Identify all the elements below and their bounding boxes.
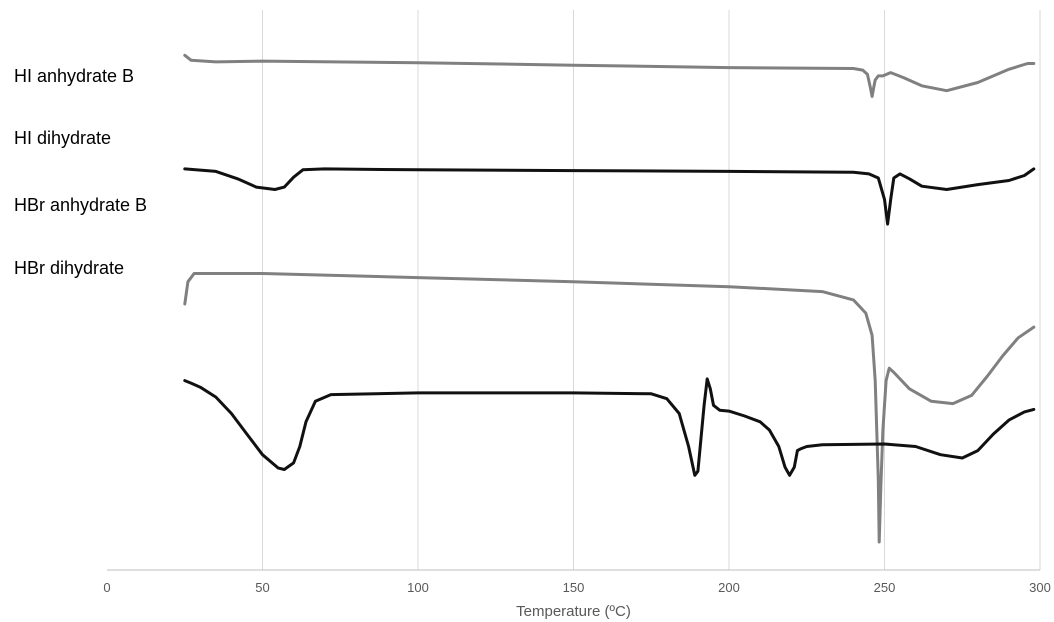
series-line-3 (183, 272, 1036, 544)
x-tick-label: 100 (407, 580, 429, 595)
x-tick-label: 200 (718, 580, 740, 595)
series-labels: HI anhydrate B HI dihydrate HBr anhydrate … (14, 66, 147, 278)
series-line-4 (183, 377, 1036, 477)
gridlines (262, 10, 1041, 570)
series-label-2: HI dihydrate (14, 128, 111, 148)
series-label-1: HI anhydrate B (14, 66, 134, 86)
x-tick-label: 50 (255, 580, 269, 595)
x-tick-labels: 0 50 100 150 200 250 300 (103, 580, 1050, 595)
x-tick-label: 250 (874, 580, 896, 595)
x-tick-label: 300 (1029, 580, 1051, 595)
series-line-1 (183, 53, 1036, 98)
series-lines (183, 53, 1036, 544)
series-label-3: HBr anhydrate B (14, 195, 147, 215)
x-axis-title: Temperature (ºC) (516, 603, 631, 620)
series-line-2 (183, 167, 1036, 226)
series-label-4: HBr dihydrate (14, 258, 124, 278)
x-tick-label: 150 (563, 580, 585, 595)
x-tick-label: 0 (103, 580, 110, 595)
